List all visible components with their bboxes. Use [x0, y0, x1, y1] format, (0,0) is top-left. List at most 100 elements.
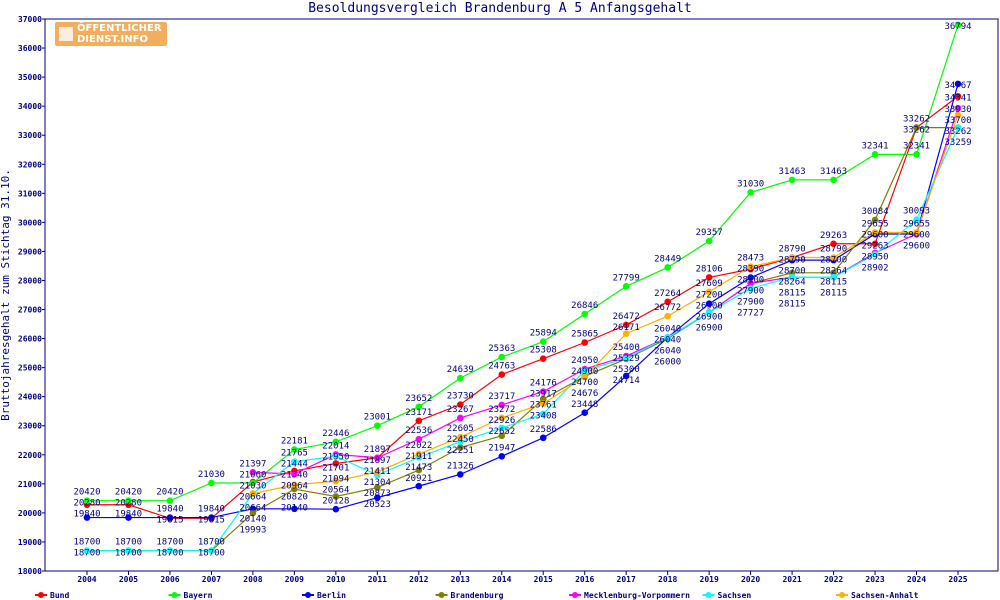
data-label: 23917 [530, 390, 557, 400]
data-label: 20820 [281, 493, 308, 503]
data-label: 28902 [862, 263, 889, 273]
x-tick-label: 2019 [700, 575, 719, 584]
y-tick-label: 32000 [18, 160, 42, 169]
x-tick-label: 2013 [451, 575, 470, 584]
data-label: 23408 [530, 412, 557, 422]
x-tick-label: 2008 [243, 575, 262, 584]
data-label: 18700 [156, 538, 183, 548]
y-tick-label: 36000 [18, 44, 42, 53]
data-label: 21701 [322, 463, 349, 473]
x-tick-label: 2011 [368, 575, 387, 584]
data-label: 19840 [198, 505, 225, 515]
legend-marker [438, 592, 445, 598]
data-label: 20280 [73, 499, 100, 509]
data-point [374, 494, 381, 502]
data-label: 26846 [571, 301, 598, 311]
data-label: 27799 [613, 273, 640, 283]
data-point [954, 124, 962, 131]
data-point [539, 410, 547, 418]
data-point [249, 490, 257, 497]
data-point [332, 460, 340, 467]
data-label: 26040 [654, 335, 681, 345]
data-label: 33930 [944, 105, 971, 115]
data-label: 20873 [364, 489, 391, 499]
data-point [581, 339, 589, 346]
data-point [664, 334, 671, 341]
data-label: 30093 [903, 207, 930, 217]
data-label: 32341 [903, 141, 930, 151]
data-label: 28700 [779, 267, 806, 277]
data-label: 27264 [654, 289, 681, 299]
data-point [664, 298, 671, 306]
data-label: 19815 [156, 516, 183, 526]
data-label: 24714 [613, 376, 640, 386]
data-point [374, 484, 381, 491]
y-tick-label: 31000 [18, 189, 42, 198]
data-label: 18700 [73, 538, 100, 548]
data-label: 21765 [281, 449, 308, 459]
data-point [291, 470, 298, 478]
data-point [830, 273, 837, 281]
legend-label: Mecklenburg-Vorpommern [584, 591, 690, 600]
data-label: 22536 [405, 426, 432, 436]
data-point [498, 401, 506, 409]
data-point [871, 229, 879, 236]
legend-marker [305, 592, 311, 598]
data-label: 28115 [779, 300, 806, 310]
data-label: 24676 [571, 389, 598, 399]
data-point [456, 471, 464, 478]
plot-frame [44, 18, 999, 572]
data-label: 27900 [737, 287, 764, 297]
data-label: 26171 [613, 323, 640, 333]
data-label: 20664 [239, 503, 266, 513]
data-point [332, 438, 340, 446]
data-point [498, 371, 506, 378]
data-label: 31463 [820, 167, 847, 177]
data-point [954, 111, 962, 119]
data-point [747, 285, 754, 292]
y-tick-label: 35000 [18, 73, 42, 82]
data-label: 21897 [364, 445, 391, 455]
data-point [498, 353, 506, 361]
data-point [291, 505, 298, 513]
data-label: 26040 [654, 324, 681, 334]
data-label: 21473 [405, 463, 432, 473]
data-label: 21060 [239, 470, 266, 480]
data-point [539, 355, 547, 362]
data-point [539, 395, 547, 403]
y-tick-label: 28000 [18, 276, 42, 285]
data-label: 20140 [239, 514, 266, 524]
data-point [830, 176, 837, 184]
data-label: 29600 [903, 241, 930, 251]
data-point [83, 547, 91, 554]
data-label: 22014 [322, 441, 349, 451]
data-point [456, 433, 464, 441]
data-point [166, 514, 174, 521]
series-line [87, 24, 959, 502]
logo-text: ÖFFENTLICHER DIENST.INFO [77, 23, 162, 45]
data-point [747, 280, 754, 287]
logo-icon [59, 27, 73, 41]
legend-marker [705, 592, 712, 598]
data-label: 28790 [820, 245, 847, 255]
series-line [252, 114, 959, 495]
x-tick-label: 2005 [119, 575, 138, 584]
data-label: 30084 [862, 207, 889, 217]
data-label: 23652 [405, 394, 432, 404]
data-label: 28700 [820, 256, 847, 266]
series-line [87, 95, 959, 519]
data-label: 26472 [613, 312, 640, 322]
data-point [539, 400, 547, 407]
data-label: 29263 [820, 231, 847, 241]
data-label: 19840 [73, 510, 100, 520]
data-label: 26000 [654, 357, 681, 367]
data-label: 32341 [862, 141, 889, 151]
data-label: 22181 [281, 437, 308, 447]
x-tick-label: 2025 [948, 575, 967, 584]
data-point [332, 493, 340, 500]
data-label: 19815 [198, 516, 225, 526]
data-label: 28790 [779, 256, 806, 266]
y-tick-label: 20000 [18, 509, 42, 518]
data-point [788, 254, 796, 261]
data-point [249, 509, 257, 517]
